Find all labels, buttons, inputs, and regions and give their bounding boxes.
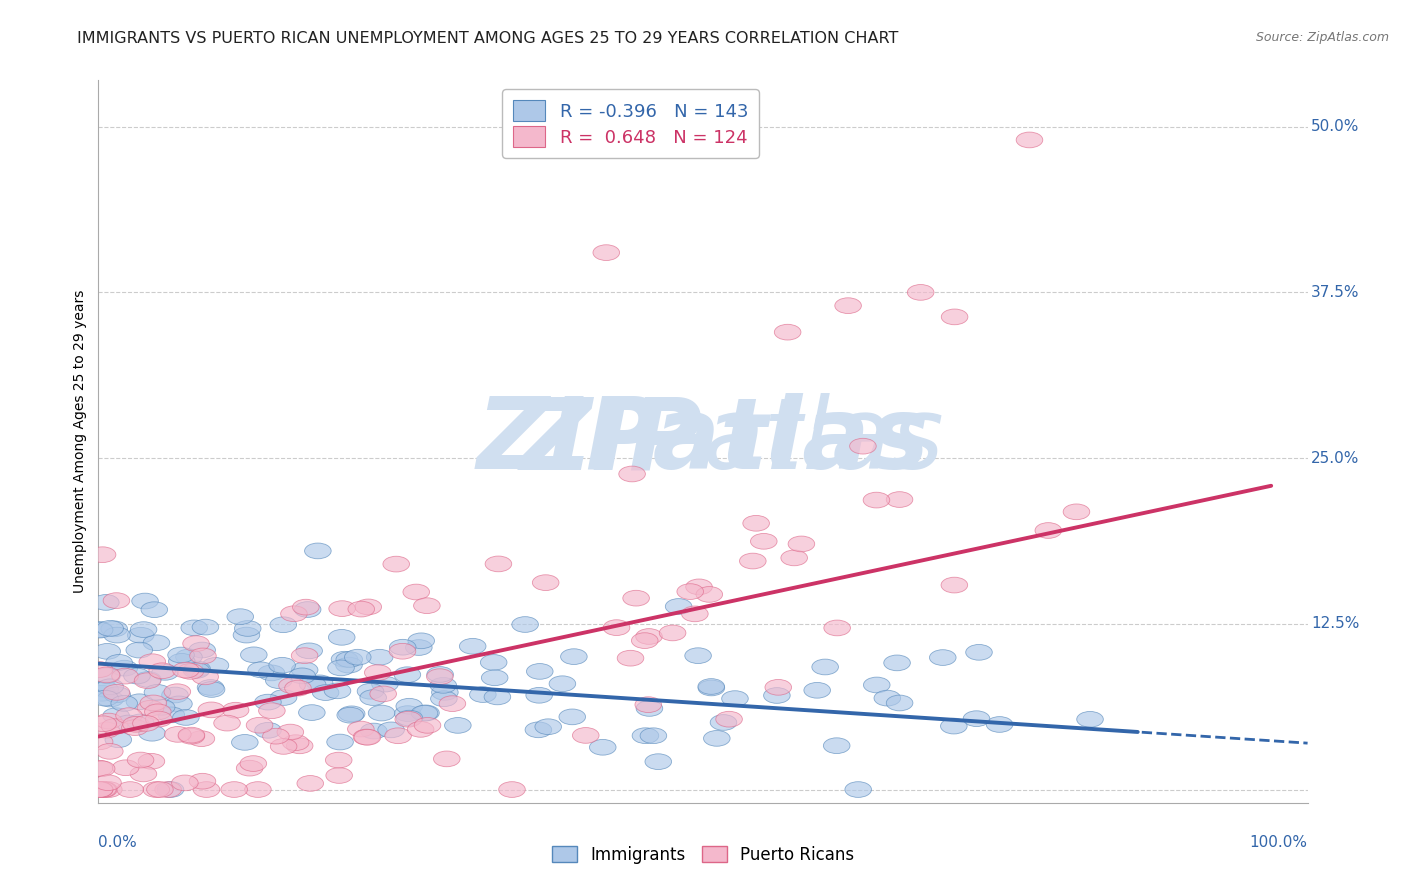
Text: IMMIGRANTS VS PUERTO RICAN UNEMPLOYMENT AMONG AGES 25 TO 29 YEARS CORRELATION CH: IMMIGRANTS VS PUERTO RICAN UNEMPLOYMENT … [77,31,898,46]
Text: atlas: atlas [703,393,945,490]
Text: 100.0%: 100.0% [1250,835,1308,850]
Text: ZIPatlas: ZIPatlas [477,393,929,490]
Text: 37.5%: 37.5% [1312,285,1360,300]
Text: 0.0%: 0.0% [98,835,138,850]
Text: 12.5%: 12.5% [1312,616,1360,632]
Text: ZIP: ZIP [520,393,703,490]
Legend: R = -0.396   N = 143, R =  0.648   N = 124: R = -0.396 N = 143, R = 0.648 N = 124 [502,89,759,158]
Text: 50.0%: 50.0% [1312,120,1360,134]
Legend: Immigrants, Puerto Ricans: Immigrants, Puerto Ricans [546,839,860,871]
Y-axis label: Unemployment Among Ages 25 to 29 years: Unemployment Among Ages 25 to 29 years [73,290,87,593]
Text: 25.0%: 25.0% [1312,450,1360,466]
Text: Source: ZipAtlas.com: Source: ZipAtlas.com [1256,31,1389,45]
